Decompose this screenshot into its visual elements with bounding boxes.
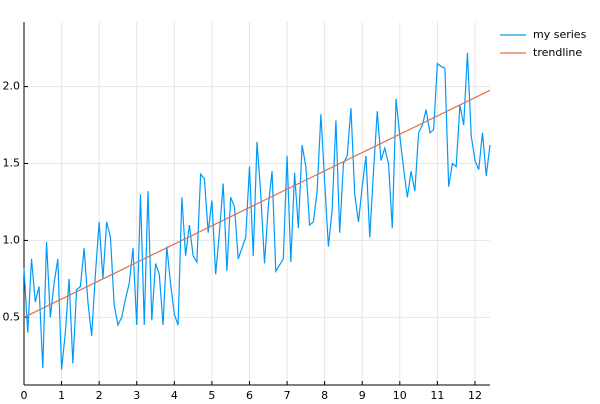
x-tick-label: 1 [58, 389, 65, 400]
x-tick-label: 6 [246, 389, 253, 400]
x-tick-label: 2 [96, 389, 103, 400]
legend-label: my series [533, 28, 587, 41]
x-tick-label: 10 [393, 389, 407, 400]
x-tick-label: 3 [133, 389, 140, 400]
x-tick-label: 0 [21, 389, 28, 400]
x-tick-label: 8 [321, 389, 328, 400]
x-tick-label: 12 [468, 389, 482, 400]
x-tick-label: 9 [359, 389, 366, 400]
legend-label: trendline [533, 46, 582, 59]
series-line [23, 89, 491, 318]
x-tick-label: 7 [284, 389, 291, 400]
x-tick-label: 5 [208, 389, 215, 400]
x-tick-label: 11 [430, 389, 444, 400]
y-tick-label: 1.0 [3, 233, 21, 246]
y-tick-label: 0.5 [3, 310, 21, 323]
y-tick-label: 1.5 [3, 157, 21, 170]
x-tick-label: 4 [171, 389, 178, 400]
series-line [23, 52, 491, 370]
y-tick-label: 2.0 [3, 80, 21, 93]
